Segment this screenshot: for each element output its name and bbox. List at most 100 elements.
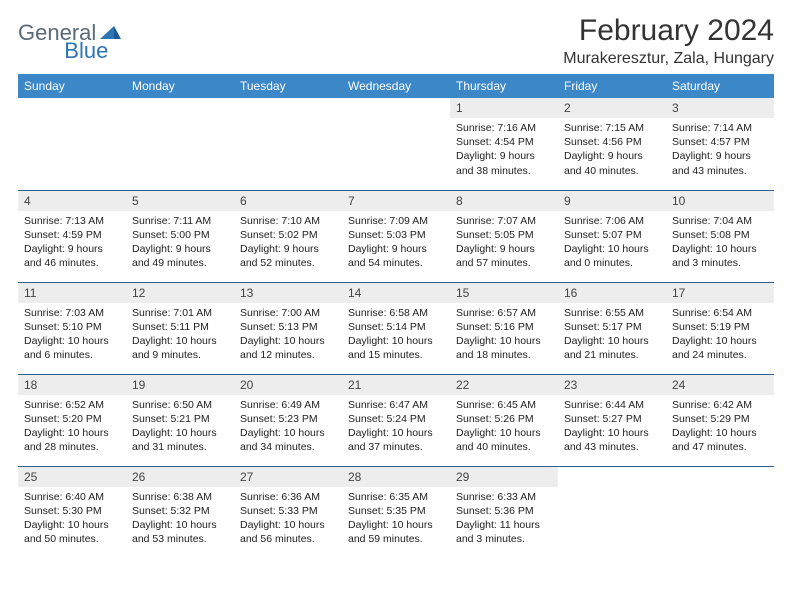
calendar-day-cell: 28Sunrise: 6:35 AMSunset: 5:35 PMDayligh…	[342, 466, 450, 558]
calendar-day-cell: 23Sunrise: 6:44 AMSunset: 5:27 PMDayligh…	[558, 374, 666, 466]
day-number: 18	[18, 375, 126, 395]
day-details: Sunrise: 6:36 AMSunset: 5:33 PMDaylight:…	[234, 487, 342, 551]
day-number: 22	[450, 375, 558, 395]
day-details: Sunrise: 6:52 AMSunset: 5:20 PMDaylight:…	[18, 395, 126, 459]
day-details: Sunrise: 6:58 AMSunset: 5:14 PMDaylight:…	[342, 303, 450, 367]
calendar-day-cell: 24Sunrise: 6:42 AMSunset: 5:29 PMDayligh…	[666, 374, 774, 466]
title-block: February 2024 Murakeresztur, Zala, Hunga…	[563, 14, 774, 68]
calendar-day-cell: 11Sunrise: 7:03 AMSunset: 5:10 PMDayligh…	[18, 282, 126, 374]
day-number: 24	[666, 375, 774, 395]
day-number: 25	[18, 467, 126, 487]
day-number: 15	[450, 283, 558, 303]
calendar-day-cell: 3Sunrise: 7:14 AMSunset: 4:57 PMDaylight…	[666, 98, 774, 190]
day-number: 9	[558, 191, 666, 211]
day-number: 20	[234, 375, 342, 395]
day-number: 8	[450, 191, 558, 211]
day-details: Sunrise: 7:03 AMSunset: 5:10 PMDaylight:…	[18, 303, 126, 367]
weekday-header: Saturday	[666, 74, 774, 98]
day-number: 21	[342, 375, 450, 395]
day-details: Sunrise: 6:40 AMSunset: 5:30 PMDaylight:…	[18, 487, 126, 551]
calendar-day-cell: 29Sunrise: 6:33 AMSunset: 5:36 PMDayligh…	[450, 466, 558, 558]
day-details: Sunrise: 6:45 AMSunset: 5:26 PMDaylight:…	[450, 395, 558, 459]
day-details: Sunrise: 6:33 AMSunset: 5:36 PMDaylight:…	[450, 487, 558, 551]
calendar-week-row: ........1Sunrise: 7:16 AMSunset: 4:54 PM…	[18, 98, 774, 190]
day-number: 5	[126, 191, 234, 211]
calendar-day-cell: 12Sunrise: 7:01 AMSunset: 5:11 PMDayligh…	[126, 282, 234, 374]
calendar-empty-cell: ..	[126, 98, 234, 190]
calendar-day-cell: 1Sunrise: 7:16 AMSunset: 4:54 PMDaylight…	[450, 98, 558, 190]
calendar-empty-cell: ..	[666, 466, 774, 558]
day-details: Sunrise: 6:44 AMSunset: 5:27 PMDaylight:…	[558, 395, 666, 459]
weekday-header: Wednesday	[342, 74, 450, 98]
calendar-day-cell: 4Sunrise: 7:13 AMSunset: 4:59 PMDaylight…	[18, 190, 126, 282]
calendar-day-cell: 14Sunrise: 6:58 AMSunset: 5:14 PMDayligh…	[342, 282, 450, 374]
weekday-header: Tuesday	[234, 74, 342, 98]
calendar-empty-cell: ..	[234, 98, 342, 190]
day-number: 7	[342, 191, 450, 211]
calendar-day-cell: 18Sunrise: 6:52 AMSunset: 5:20 PMDayligh…	[18, 374, 126, 466]
day-details: Sunrise: 7:11 AMSunset: 5:00 PMDaylight:…	[126, 211, 234, 275]
day-number: 3	[666, 98, 774, 118]
day-details: Sunrise: 6:54 AMSunset: 5:19 PMDaylight:…	[666, 303, 774, 367]
day-details: Sunrise: 7:14 AMSunset: 4:57 PMDaylight:…	[666, 118, 774, 182]
day-details: Sunrise: 7:13 AMSunset: 4:59 PMDaylight:…	[18, 211, 126, 275]
day-number: 29	[450, 467, 558, 487]
weekday-header-row: SundayMondayTuesdayWednesdayThursdayFrid…	[18, 74, 774, 98]
calendar-day-cell: 9Sunrise: 7:06 AMSunset: 5:07 PMDaylight…	[558, 190, 666, 282]
calendar-empty-cell: ..	[342, 98, 450, 190]
calendar-day-cell: 2Sunrise: 7:15 AMSunset: 4:56 PMDaylight…	[558, 98, 666, 190]
day-details: Sunrise: 6:49 AMSunset: 5:23 PMDaylight:…	[234, 395, 342, 459]
day-number: 28	[342, 467, 450, 487]
day-details: Sunrise: 6:38 AMSunset: 5:32 PMDaylight:…	[126, 487, 234, 551]
calendar-day-cell: 15Sunrise: 6:57 AMSunset: 5:16 PMDayligh…	[450, 282, 558, 374]
day-details: Sunrise: 6:42 AMSunset: 5:29 PMDaylight:…	[666, 395, 774, 459]
calendar-day-cell: 20Sunrise: 6:49 AMSunset: 5:23 PMDayligh…	[234, 374, 342, 466]
calendar-week-row: 18Sunrise: 6:52 AMSunset: 5:20 PMDayligh…	[18, 374, 774, 466]
day-number: 10	[666, 191, 774, 211]
calendar-day-cell: 5Sunrise: 7:11 AMSunset: 5:00 PMDaylight…	[126, 190, 234, 282]
day-details: Sunrise: 7:16 AMSunset: 4:54 PMDaylight:…	[450, 118, 558, 182]
day-number: 6	[234, 191, 342, 211]
calendar-empty-cell: ..	[558, 466, 666, 558]
day-number: 12	[126, 283, 234, 303]
calendar-day-cell: 17Sunrise: 6:54 AMSunset: 5:19 PMDayligh…	[666, 282, 774, 374]
month-title: February 2024	[563, 14, 774, 48]
day-details: Sunrise: 6:35 AMSunset: 5:35 PMDaylight:…	[342, 487, 450, 551]
day-number: 26	[126, 467, 234, 487]
day-details: Sunrise: 7:04 AMSunset: 5:08 PMDaylight:…	[666, 211, 774, 275]
day-details: Sunrise: 7:07 AMSunset: 5:05 PMDaylight:…	[450, 211, 558, 275]
calendar-day-cell: 27Sunrise: 6:36 AMSunset: 5:33 PMDayligh…	[234, 466, 342, 558]
logo-text-blue: Blue	[64, 38, 108, 64]
weekday-header: Thursday	[450, 74, 558, 98]
location: Murakeresztur, Zala, Hungary	[563, 50, 774, 68]
day-number: 19	[126, 375, 234, 395]
day-details: Sunrise: 6:47 AMSunset: 5:24 PMDaylight:…	[342, 395, 450, 459]
calendar-empty-cell: ..	[18, 98, 126, 190]
day-number: 2	[558, 98, 666, 118]
calendar-day-cell: 25Sunrise: 6:40 AMSunset: 5:30 PMDayligh…	[18, 466, 126, 558]
weekday-header: Friday	[558, 74, 666, 98]
calendar-table: SundayMondayTuesdayWednesdayThursdayFrid…	[18, 74, 774, 558]
day-details: Sunrise: 7:06 AMSunset: 5:07 PMDaylight:…	[558, 211, 666, 275]
day-number: 14	[342, 283, 450, 303]
calendar-day-cell: 8Sunrise: 7:07 AMSunset: 5:05 PMDaylight…	[450, 190, 558, 282]
calendar-day-cell: 6Sunrise: 7:10 AMSunset: 5:02 PMDaylight…	[234, 190, 342, 282]
day-details: Sunrise: 6:55 AMSunset: 5:17 PMDaylight:…	[558, 303, 666, 367]
day-details: Sunrise: 7:01 AMSunset: 5:11 PMDaylight:…	[126, 303, 234, 367]
day-number: 27	[234, 467, 342, 487]
calendar-week-row: 11Sunrise: 7:03 AMSunset: 5:10 PMDayligh…	[18, 282, 774, 374]
calendar-day-cell: 7Sunrise: 7:09 AMSunset: 5:03 PMDaylight…	[342, 190, 450, 282]
day-number: 17	[666, 283, 774, 303]
day-details: Sunrise: 6:50 AMSunset: 5:21 PMDaylight:…	[126, 395, 234, 459]
day-number: 23	[558, 375, 666, 395]
calendar-day-cell: 13Sunrise: 7:00 AMSunset: 5:13 PMDayligh…	[234, 282, 342, 374]
header: General Blue February 2024 Murakeresztur…	[18, 14, 774, 68]
day-number: 4	[18, 191, 126, 211]
day-details: Sunrise: 7:10 AMSunset: 5:02 PMDaylight:…	[234, 211, 342, 275]
calendar-body: ........1Sunrise: 7:16 AMSunset: 4:54 PM…	[18, 98, 774, 558]
day-details: Sunrise: 6:57 AMSunset: 5:16 PMDaylight:…	[450, 303, 558, 367]
day-details: Sunrise: 7:09 AMSunset: 5:03 PMDaylight:…	[342, 211, 450, 275]
calendar-week-row: 4Sunrise: 7:13 AMSunset: 4:59 PMDaylight…	[18, 190, 774, 282]
calendar-day-cell: 10Sunrise: 7:04 AMSunset: 5:08 PMDayligh…	[666, 190, 774, 282]
calendar-day-cell: 26Sunrise: 6:38 AMSunset: 5:32 PMDayligh…	[126, 466, 234, 558]
